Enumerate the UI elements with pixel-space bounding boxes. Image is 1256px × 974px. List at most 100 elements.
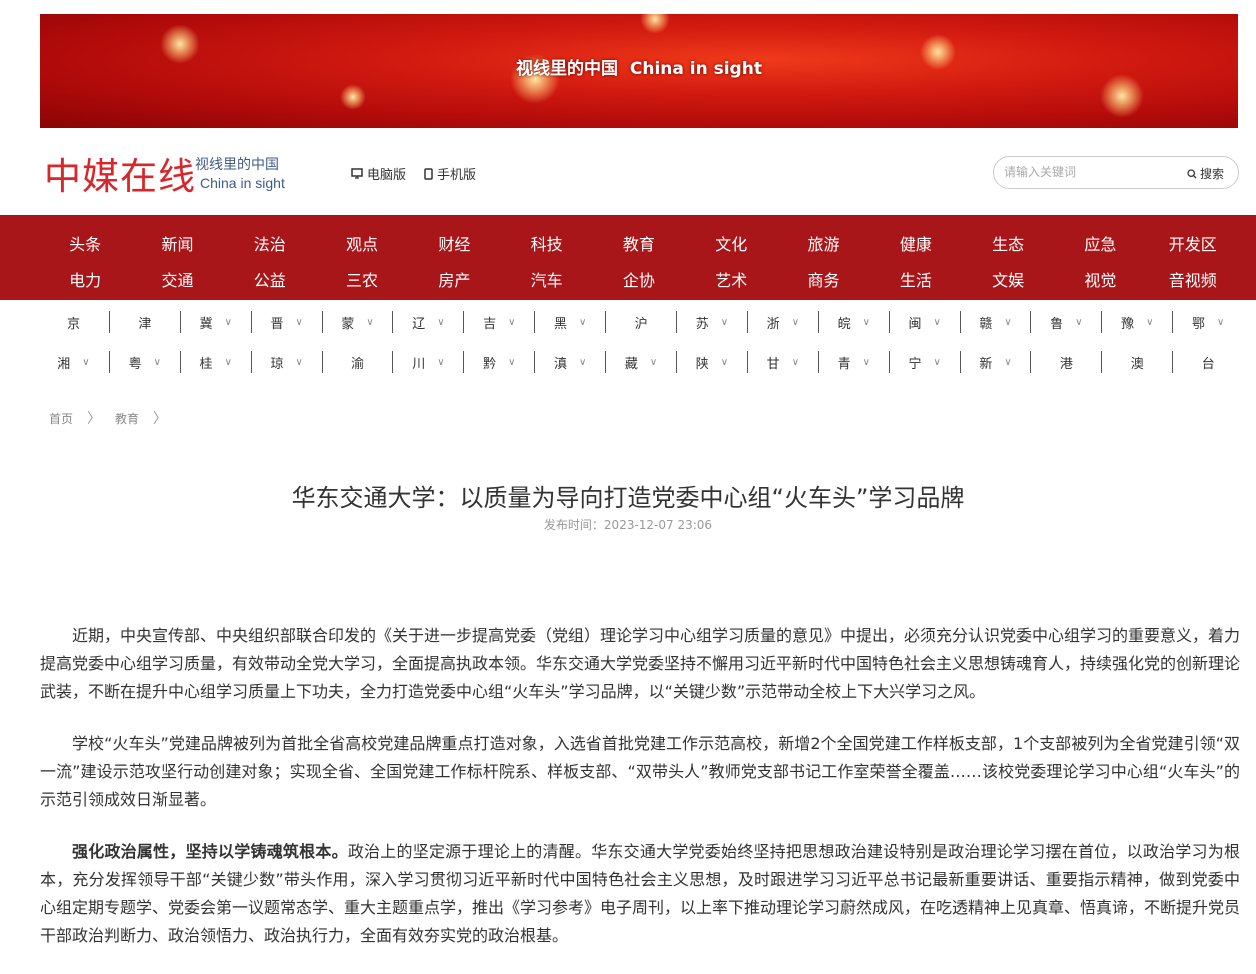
pc-version-link[interactable]: 电脑版 bbox=[351, 164, 406, 183]
nav-item[interactable]: 开发区 bbox=[1168, 235, 1217, 254]
province-item[interactable]: 浙 ∨ bbox=[746, 311, 818, 333]
chevron-down-icon[interactable]: ∨ bbox=[649, 356, 658, 368]
nav-item[interactable]: 汽车 bbox=[530, 271, 563, 290]
nav-item[interactable]: 文化 bbox=[715, 235, 748, 254]
nav-item[interactable]: 企协 bbox=[622, 271, 655, 290]
chevron-down-icon[interactable]: ∨ bbox=[1217, 316, 1225, 328]
nav-item[interactable]: 视觉 bbox=[1084, 271, 1117, 290]
nav-item[interactable]: 教育 bbox=[622, 235, 655, 254]
province-item[interactable]: 青 ∨ bbox=[817, 351, 889, 373]
chevron-down-icon[interactable]: ∨ bbox=[579, 356, 587, 368]
province-item[interactable]: 川 ∨ bbox=[392, 351, 463, 373]
province-item[interactable]: 澳 bbox=[1101, 351, 1172, 373]
chevron-down-icon[interactable]: ∨ bbox=[720, 316, 729, 328]
chevron-down-icon[interactable]: ∨ bbox=[224, 316, 232, 328]
chevron-down-icon[interactable]: ∨ bbox=[295, 316, 303, 328]
province-name: 甘 bbox=[766, 356, 780, 372]
nav-item[interactable]: 文娱 bbox=[992, 271, 1025, 290]
chevron-down-icon[interactable]: ∨ bbox=[579, 316, 587, 328]
nav-item[interactable]: 交通 bbox=[161, 271, 194, 290]
province-item[interactable]: 黔 ∨ bbox=[463, 351, 534, 373]
province-item[interactable]: 滇 ∨ bbox=[534, 351, 605, 373]
chevron-down-icon[interactable]: ∨ bbox=[508, 356, 516, 368]
nav-item[interactable]: 应急 bbox=[1084, 235, 1117, 254]
nav-item[interactable]: 财经 bbox=[438, 235, 471, 254]
nav-item[interactable]: 电力 bbox=[69, 271, 102, 290]
province-item[interactable]: 鄂 ∨ bbox=[1172, 311, 1243, 333]
search-button[interactable]: 搜索 bbox=[1187, 165, 1224, 182]
province-item[interactable]: 皖 ∨ bbox=[817, 311, 889, 333]
breadcrumb-education[interactable]: 教育 bbox=[115, 411, 140, 426]
province-item[interactable]: 桂 ∨ bbox=[179, 351, 251, 373]
chevron-down-icon[interactable]: ∨ bbox=[82, 356, 90, 368]
chevron-down-icon[interactable]: ∨ bbox=[1004, 356, 1012, 368]
nav-item[interactable]: 艺术 bbox=[715, 271, 748, 290]
province-item[interactable]: 京 bbox=[38, 311, 109, 333]
chevron-down-icon[interactable]: ∨ bbox=[153, 356, 161, 368]
province-item[interactable]: 粤 ∨ bbox=[108, 351, 180, 373]
province-item[interactable]: 晋 ∨ bbox=[250, 311, 322, 333]
chevron-down-icon[interactable]: ∨ bbox=[437, 316, 445, 328]
province-item[interactable]: 黑 ∨ bbox=[534, 311, 605, 333]
nav-item[interactable]: 观点 bbox=[346, 235, 379, 254]
chevron-down-icon[interactable]: ∨ bbox=[791, 356, 800, 368]
province-item[interactable]: 津 bbox=[108, 311, 180, 333]
nav-item[interactable]: 健康 bbox=[899, 235, 932, 254]
province-item[interactable]: 新 ∨ bbox=[959, 351, 1031, 373]
chevron-down-icon[interactable]: ∨ bbox=[224, 356, 232, 368]
province-item[interactable]: 台 bbox=[1172, 351, 1243, 373]
province-name: 鲁 bbox=[1050, 316, 1064, 332]
nav-item[interactable]: 三农 bbox=[346, 271, 379, 290]
nav-item[interactable]: 公益 bbox=[253, 271, 286, 290]
chevron-down-icon[interactable]: ∨ bbox=[1004, 316, 1012, 328]
province-name: 滇 bbox=[554, 356, 568, 372]
province-item[interactable]: 甘 ∨ bbox=[746, 351, 818, 373]
province-name: 苏 bbox=[695, 316, 709, 332]
nav-item[interactable]: 新闻 bbox=[161, 235, 194, 254]
chevron-down-icon[interactable]: ∨ bbox=[295, 356, 303, 368]
province-item[interactable]: 藏 ∨ bbox=[605, 351, 676, 373]
chevron-down-icon[interactable]: ∨ bbox=[366, 316, 374, 328]
province-item[interactable]: 鲁 ∨ bbox=[1030, 311, 1101, 333]
chevron-down-icon[interactable]: ∨ bbox=[437, 356, 445, 368]
province-item[interactable]: 蒙 ∨ bbox=[321, 311, 393, 333]
nav-item[interactable]: 生态 bbox=[992, 235, 1025, 254]
province-item[interactable]: 赣 ∨ bbox=[959, 311, 1031, 333]
chevron-down-icon[interactable]: ∨ bbox=[1075, 316, 1083, 328]
nav-item[interactable]: 科技 bbox=[530, 235, 563, 254]
nav-item[interactable]: 生活 bbox=[899, 271, 932, 290]
mobile-version-link[interactable]: 手机版 bbox=[424, 164, 476, 183]
nav-item[interactable]: 法治 bbox=[253, 235, 286, 254]
province-item[interactable]: 苏 ∨ bbox=[676, 311, 747, 333]
province-item[interactable]: 豫 ∨ bbox=[1101, 311, 1172, 333]
chevron-down-icon[interactable]: ∨ bbox=[933, 356, 941, 368]
province-item[interactable]: 渝 bbox=[321, 351, 393, 373]
province-item[interactable]: 闽 ∨ bbox=[888, 311, 960, 333]
province-item[interactable]: 辽 ∨ bbox=[392, 311, 463, 333]
chevron-down-icon[interactable]: ∨ bbox=[508, 316, 516, 328]
chevron-down-icon[interactable]: ∨ bbox=[1146, 316, 1154, 328]
paragraph: 学校“火车头”党建品牌被列为首批全省高校党建品牌重点打造对象，入选省首批党建工作… bbox=[40, 730, 1240, 814]
nav-item[interactable]: 音视频 bbox=[1168, 271, 1217, 290]
province-item[interactable]: 宁 ∨ bbox=[888, 351, 960, 373]
chevron-down-icon[interactable]: ∨ bbox=[720, 356, 729, 368]
chevron-down-icon[interactable]: ∨ bbox=[791, 316, 800, 328]
province-item[interactable]: 沪 bbox=[605, 311, 676, 333]
chevron-down-icon[interactable]: ∨ bbox=[933, 316, 941, 328]
province-item[interactable]: 吉 ∨ bbox=[463, 311, 534, 333]
nav-item[interactable]: 商务 bbox=[807, 271, 840, 290]
article-title: 华东交通大学：以质量为导向打造党委中心组“火车头”学习品牌 bbox=[291, 484, 965, 512]
search-input[interactable] bbox=[1004, 165, 1174, 179]
nav-item[interactable]: 头条 bbox=[69, 235, 102, 254]
province-item[interactable]: 湘 ∨ bbox=[38, 351, 109, 373]
province-item[interactable]: 琼 ∨ bbox=[250, 351, 322, 373]
chevron-down-icon[interactable]: ∨ bbox=[862, 356, 870, 368]
nav-item[interactable]: 房产 bbox=[438, 271, 471, 290]
breadcrumb-home[interactable]: 首页 bbox=[49, 411, 74, 426]
chevron-down-icon[interactable]: ∨ bbox=[862, 316, 870, 328]
province-item[interactable]: 港 bbox=[1030, 351, 1101, 373]
site-logo[interactable]: 中媒在线 bbox=[44, 155, 196, 198]
nav-item[interactable]: 旅游 bbox=[807, 235, 840, 254]
province-item[interactable]: 冀 ∨ bbox=[179, 311, 251, 333]
province-item[interactable]: 陕 ∨ bbox=[676, 351, 747, 373]
